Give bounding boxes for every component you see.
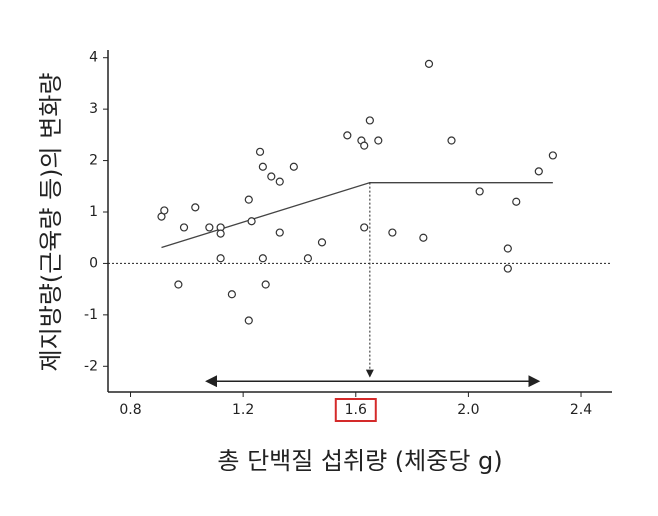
- data-point: [388, 228, 397, 237]
- data-point: [216, 254, 225, 263]
- x-tick-label: 0.8: [119, 402, 141, 418]
- data-point: [179, 223, 189, 232]
- y-axis-label: 제지방량(근육량 등)의 변화량: [37, 73, 65, 372]
- fit-line: [161, 182, 553, 249]
- data-point: [174, 280, 183, 289]
- data-point: [275, 177, 284, 186]
- data-point: [244, 316, 253, 325]
- data-point: [374, 136, 383, 145]
- data-point: [360, 141, 369, 150]
- data-point: [419, 233, 428, 242]
- data-point: [512, 197, 521, 206]
- tick-highlight-box: [334, 398, 377, 422]
- data-point: [227, 290, 236, 299]
- x-tick-label: 2.0: [457, 402, 479, 418]
- x-axis-label: 총 단백질 섭취량 (체중당 g): [217, 447, 502, 475]
- y-tick-label: 3: [89, 101, 98, 117]
- data-point: [267, 172, 276, 181]
- data-point: [424, 59, 434, 68]
- x-tick-label: 1.2: [232, 402, 254, 418]
- data-point: [191, 203, 200, 212]
- data-point: [548, 151, 557, 160]
- data-point: [205, 223, 214, 232]
- data-point: [475, 187, 484, 196]
- data-point: [360, 223, 369, 232]
- data-point: [447, 136, 456, 145]
- y-tick-label: -1: [84, 307, 98, 323]
- y-tick-label: 0: [89, 255, 98, 271]
- y-tick-label: -2: [84, 358, 98, 374]
- y-tick-label: 2: [89, 153, 98, 169]
- data-point: [534, 167, 543, 176]
- data-point: [216, 229, 225, 238]
- data-point: [261, 280, 270, 289]
- data-point: [317, 238, 327, 247]
- data-point: [503, 244, 512, 253]
- y-tick-label: 4: [89, 50, 98, 66]
- data-point: [247, 217, 256, 226]
- data-point: [244, 195, 253, 204]
- data-point: [255, 147, 265, 156]
- data-point: [303, 254, 313, 263]
- y-tick-label: 1: [89, 204, 98, 220]
- data-point: [160, 206, 169, 215]
- data-point: [289, 162, 298, 171]
- data-point: [258, 162, 267, 171]
- data-point: [258, 254, 267, 263]
- x-tick-label: 1.6: [345, 402, 367, 418]
- data-point: [503, 264, 512, 273]
- x-tick-label: 2.4: [570, 402, 592, 418]
- data-point: [365, 116, 374, 125]
- data-point: [343, 131, 352, 140]
- data-point: [275, 228, 284, 237]
